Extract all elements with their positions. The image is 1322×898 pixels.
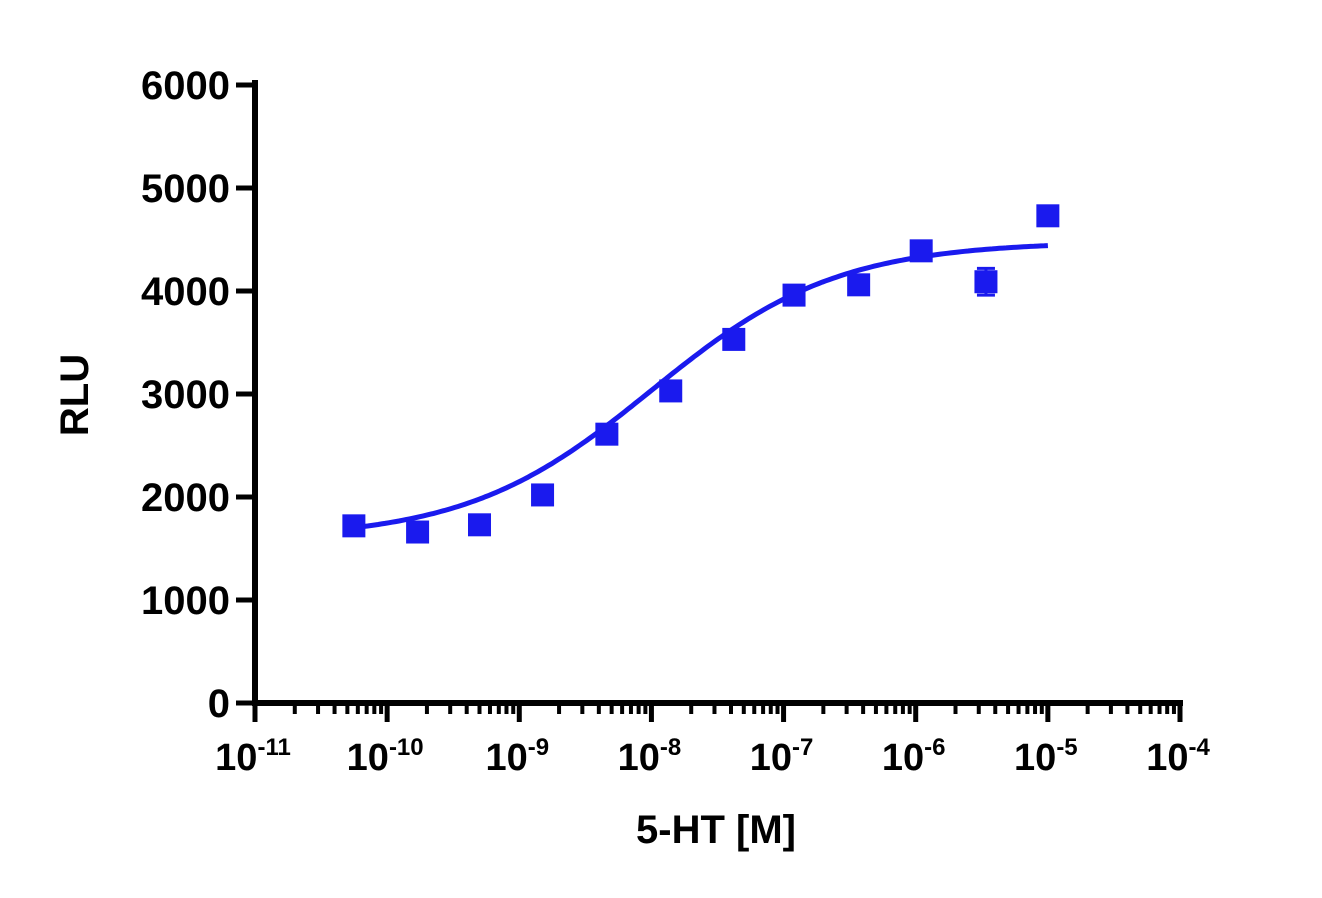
x-tick-label: 10-10 bbox=[347, 734, 424, 779]
data-point bbox=[659, 379, 683, 403]
data-point bbox=[847, 273, 871, 297]
fit-curves bbox=[353, 243, 1049, 531]
x-tick-base: 10 bbox=[347, 737, 389, 779]
x-tick-label: 10-4 bbox=[1146, 734, 1210, 779]
x-tick-exponent: -5 bbox=[1056, 734, 1077, 761]
x-tick-exponent: -10 bbox=[389, 734, 424, 761]
data-points bbox=[342, 204, 1060, 544]
y-tick-label: 5000 bbox=[141, 167, 230, 211]
x-tick-label: 10-5 bbox=[1014, 734, 1078, 779]
data-point bbox=[974, 270, 998, 294]
x-tick-label: 10-9 bbox=[485, 734, 549, 779]
data-point bbox=[1036, 204, 1060, 228]
fit-curve bbox=[353, 243, 1049, 531]
data-point bbox=[722, 327, 746, 351]
x-tick-base: 10 bbox=[215, 737, 257, 779]
y-tick-label: 1000 bbox=[141, 579, 230, 623]
y-ticks: 0 1000 2000 3000 4000 5000 6000 bbox=[141, 64, 255, 726]
x-tick-exponent: -9 bbox=[528, 734, 549, 761]
x-tick-exponent: -7 bbox=[792, 734, 813, 761]
y-tick-label: 3000 bbox=[141, 373, 230, 417]
x-tick-label: 10-11 bbox=[215, 734, 291, 779]
data-point bbox=[406, 520, 430, 544]
x-tick-exponent: -6 bbox=[924, 734, 945, 761]
x-axis-label: 5-HT [M] bbox=[636, 808, 796, 852]
x-tick-base: 10 bbox=[882, 737, 924, 779]
data-point bbox=[909, 239, 933, 263]
data-point bbox=[342, 514, 366, 538]
axes bbox=[252, 80, 1183, 706]
data-point bbox=[782, 283, 806, 307]
y-tick-label: 4000 bbox=[141, 270, 230, 314]
x-ticks: 10-11 10-10 10-9 10-8 10-7 10-6 10-5 10-4 bbox=[215, 703, 1210, 779]
x-tick-base: 10 bbox=[485, 737, 527, 779]
data-point bbox=[595, 422, 619, 446]
y-axis-label: RLU bbox=[53, 354, 97, 436]
x-tick-base: 10 bbox=[618, 737, 660, 779]
x-tick-label: 10-7 bbox=[750, 734, 814, 779]
x-tick-base: 10 bbox=[750, 737, 792, 779]
y-tick-label: 0 bbox=[208, 682, 230, 726]
data-point bbox=[531, 483, 555, 507]
x-tick-label: 10-6 bbox=[882, 734, 946, 779]
y-tick-label: 2000 bbox=[141, 476, 230, 520]
y-tick-label: 6000 bbox=[141, 64, 230, 108]
x-tick-base: 10 bbox=[1146, 737, 1188, 779]
x-tick-base: 10 bbox=[1014, 737, 1056, 779]
x-tick-exponent: -11 bbox=[257, 734, 290, 761]
x-tick-exponent: -8 bbox=[660, 734, 681, 761]
data-point bbox=[468, 513, 492, 537]
x-tick-exponent: -4 bbox=[1188, 734, 1210, 761]
x-tick-label: 10-8 bbox=[618, 734, 682, 779]
